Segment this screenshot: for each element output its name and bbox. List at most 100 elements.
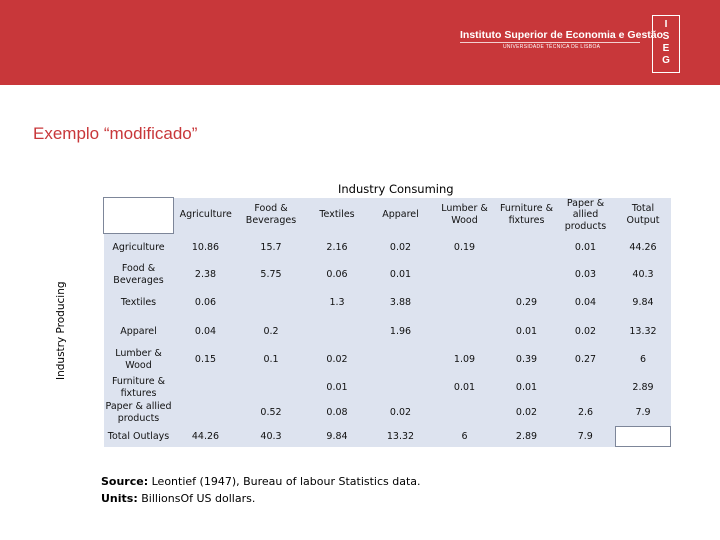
table-cell: 40.3 <box>615 263 671 287</box>
table-cell: 0.39 <box>497 343 556 376</box>
units-line: Units: BillionsOf US dollars. <box>101 490 421 507</box>
table-cell: 0.06 <box>304 263 370 287</box>
table-cell: 44.26 <box>615 233 671 264</box>
institution-name: Instituto Superior de Economia e Gestão <box>460 29 664 41</box>
table-cell: 40.3 <box>237 426 305 447</box>
table-cell: 1.09 <box>431 343 498 376</box>
table-cell: 0.29 <box>497 286 556 320</box>
table-cell: 2.38 <box>173 263 238 287</box>
table-cell: 0.06 <box>173 286 238 320</box>
table-cell <box>369 375 432 400</box>
table-cell: 0.02 <box>497 399 556 427</box>
row-label: Lumber & Wood <box>103 343 174 376</box>
table-cell: 0.04 <box>173 319 238 344</box>
table-row: Apparel 0.04 0.2 1.96 0.01 0.02 13.32 <box>103 319 671 344</box>
table-cell: 0.01 <box>304 375 370 400</box>
table-cell: 9.84 <box>615 286 671 320</box>
table-cell: 6 <box>431 426 498 447</box>
units-text: BillionsOf US dollars. <box>141 492 256 505</box>
table-cell: 0.01 <box>555 233 616 264</box>
table-cell <box>369 343 432 376</box>
table-cell: 44.26 <box>173 426 238 447</box>
table-cell <box>555 375 616 400</box>
row-label: Textiles <box>103 286 174 320</box>
table-cell <box>497 263 556 287</box>
source-label: Source: <box>101 475 149 488</box>
table-cell: 1.96 <box>369 319 432 344</box>
row-label: Paper & allied products <box>103 399 174 427</box>
table-cell: 0.15 <box>173 343 238 376</box>
table-row: Food & Beverages 2.38 5.75 0.06 0.01 0.03 40.3 <box>103 263 671 287</box>
table-row: Paper & allied products 0.52 0.08 0.02 0.02 2… <box>103 399 671 427</box>
column-header: Food & Beverages <box>237 197 305 234</box>
table-cell: 2.89 <box>615 375 671 400</box>
table-cell: 3.88 <box>369 286 432 320</box>
table-cell: 0.08 <box>304 399 370 427</box>
table-row: Lumber & Wood 0.15 0.1 0.02 1.09 0.39 0.27 6 <box>103 343 671 376</box>
row-label: Apparel <box>103 319 174 344</box>
column-header: Furniture & fixtures <box>497 197 556 234</box>
table-cell: 13.32 <box>615 319 671 344</box>
table-cell: 0.02 <box>369 233 432 264</box>
logo-letter: G <box>662 55 670 66</box>
industry-consuming-label: Industry Consuming <box>338 182 454 196</box>
table-row: Textiles 0.06 1.3 3.88 0.29 0.04 9.84 <box>103 286 671 320</box>
table-cell: 0.02 <box>304 343 370 376</box>
table-cell: 0.04 <box>555 286 616 320</box>
header-banner: Instituto Superior de Economia e Gestão … <box>0 0 720 85</box>
institution-subtitle: UNIVERSIDADE TÉCNICA DE LISBOA <box>503 44 601 50</box>
row-label: Food & Beverages <box>103 263 174 287</box>
industry-producing-label: Industry Producing <box>55 281 67 380</box>
institution-divider <box>460 42 640 43</box>
column-header: Agriculture <box>173 197 238 234</box>
table-cell <box>173 399 238 427</box>
table-cell: 9.84 <box>304 426 370 447</box>
table-cell <box>173 375 238 400</box>
table-cell: 0.01 <box>369 263 432 287</box>
table-cell <box>304 319 370 344</box>
row-label: Furniture & fixtures <box>103 375 174 400</box>
column-header: Total Output <box>615 197 671 234</box>
source-note: Source: Leontief (1947), Bureau of labou… <box>101 473 421 507</box>
table-cell: 0.27 <box>555 343 616 376</box>
table-cell: 0.52 <box>237 399 305 427</box>
column-header: Apparel <box>369 197 432 234</box>
table-cell <box>431 399 498 427</box>
table-cell <box>431 319 498 344</box>
table-cell: 6 <box>615 343 671 376</box>
table-cell <box>497 233 556 264</box>
source-text: Leontief (1947), Bureau of labour Statis… <box>151 475 421 488</box>
table-cell: 0.02 <box>555 319 616 344</box>
input-output-table: Agriculture Food & Beverages Textiles Appar… <box>103 197 671 448</box>
table-cell: 0.01 <box>497 319 556 344</box>
table-cell: 0.1 <box>237 343 305 376</box>
table-cell: 7.9 <box>555 426 616 447</box>
table-cell: 0.2 <box>237 319 305 344</box>
table-cell <box>237 286 305 320</box>
row-label: Total Outlays <box>103 426 174 447</box>
source-line: Source: Leontief (1947), Bureau of labou… <box>101 473 421 490</box>
table-cell: 13.32 <box>369 426 432 447</box>
table-cell <box>431 263 498 287</box>
table-cell: 2.6 <box>555 399 616 427</box>
table-cell: 0.19 <box>431 233 498 264</box>
table-cell: 5.75 <box>237 263 305 287</box>
table-cell: 0.03 <box>555 263 616 287</box>
table-cell: 7.9 <box>615 399 671 427</box>
slide-title: Exemplo “modificado” <box>33 124 198 143</box>
table-row: Furniture & fixtures 0.01 0.01 0.01 2.89 <box>103 375 671 400</box>
table-cell: 15.7 <box>237 233 305 264</box>
table-cell: 0.01 <box>497 375 556 400</box>
table-cell: 2.16 <box>304 233 370 264</box>
table-corner-cell <box>103 197 174 234</box>
logo-letter: I <box>664 19 668 30</box>
logo-letter: S <box>662 31 670 42</box>
row-label: Agriculture <box>103 233 174 264</box>
table-cell: 10.86 <box>173 233 238 264</box>
table-row: Agriculture 10.86 15.7 2.16 0.02 0.19 0.01 44.2… <box>103 233 671 264</box>
column-header: Paper & allied products <box>555 197 616 234</box>
units-label: Units: <box>101 492 138 505</box>
table-cell: 0.02 <box>369 399 432 427</box>
table-cell <box>615 426 671 448</box>
